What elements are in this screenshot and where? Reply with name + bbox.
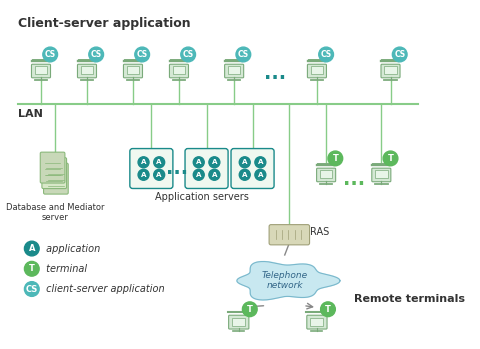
FancyBboxPatch shape: [269, 225, 310, 245]
Circle shape: [154, 157, 165, 168]
Circle shape: [239, 157, 250, 168]
FancyBboxPatch shape: [130, 149, 173, 188]
Text: CS: CS: [45, 50, 56, 59]
Text: A: A: [212, 172, 217, 178]
Text: T: T: [387, 154, 394, 163]
FancyBboxPatch shape: [169, 64, 189, 78]
Text: Application servers: Application servers: [155, 192, 249, 201]
FancyBboxPatch shape: [311, 318, 324, 326]
Text: A: A: [212, 159, 217, 165]
Circle shape: [239, 169, 250, 180]
Circle shape: [328, 151, 343, 166]
FancyBboxPatch shape: [77, 64, 96, 78]
Circle shape: [154, 169, 165, 180]
Text: T: T: [247, 305, 253, 314]
Text: T: T: [325, 305, 331, 314]
Text: A: A: [242, 159, 248, 165]
Circle shape: [392, 47, 407, 62]
Circle shape: [209, 157, 220, 168]
Text: T: T: [332, 154, 338, 163]
FancyBboxPatch shape: [317, 168, 336, 182]
Circle shape: [193, 157, 204, 168]
FancyBboxPatch shape: [307, 315, 327, 329]
FancyBboxPatch shape: [225, 64, 244, 78]
Text: A: A: [258, 172, 263, 178]
Text: Telephone
network: Telephone network: [262, 271, 308, 290]
Text: T: T: [29, 264, 35, 273]
Text: client-server application: client-server application: [43, 284, 165, 294]
Text: CS: CS: [321, 50, 332, 59]
FancyBboxPatch shape: [40, 152, 65, 183]
Text: terminal: terminal: [43, 264, 87, 274]
Circle shape: [209, 169, 220, 180]
FancyBboxPatch shape: [311, 66, 323, 74]
FancyBboxPatch shape: [232, 318, 245, 326]
FancyBboxPatch shape: [173, 66, 185, 74]
FancyBboxPatch shape: [307, 64, 326, 78]
Text: CS: CS: [91, 50, 102, 59]
Circle shape: [242, 302, 257, 317]
Text: A: A: [196, 172, 202, 178]
FancyBboxPatch shape: [381, 64, 400, 78]
FancyBboxPatch shape: [35, 66, 47, 74]
Circle shape: [383, 151, 398, 166]
Text: A: A: [196, 159, 202, 165]
Circle shape: [24, 282, 39, 296]
FancyBboxPatch shape: [185, 149, 228, 188]
Circle shape: [255, 169, 266, 180]
Text: application: application: [43, 244, 100, 253]
FancyBboxPatch shape: [44, 163, 68, 194]
Circle shape: [135, 47, 150, 62]
Circle shape: [89, 47, 104, 62]
FancyBboxPatch shape: [228, 315, 249, 329]
Text: LAN: LAN: [18, 109, 43, 119]
Text: CS: CS: [137, 50, 148, 59]
FancyBboxPatch shape: [123, 64, 143, 78]
FancyBboxPatch shape: [320, 170, 332, 178]
FancyBboxPatch shape: [384, 66, 397, 74]
Circle shape: [321, 302, 336, 317]
Text: CS: CS: [25, 284, 38, 294]
Circle shape: [43, 47, 58, 62]
Text: A: A: [156, 172, 162, 178]
Circle shape: [24, 241, 39, 256]
FancyBboxPatch shape: [372, 168, 391, 182]
Text: CS: CS: [238, 50, 249, 59]
Text: ...: ...: [166, 159, 188, 178]
Circle shape: [24, 261, 39, 276]
Circle shape: [181, 47, 195, 62]
Polygon shape: [237, 261, 340, 300]
Text: RAS: RAS: [310, 227, 329, 237]
Text: Database and Mediator
server: Database and Mediator server: [6, 202, 104, 222]
Text: ...: ...: [343, 170, 365, 189]
Text: CS: CS: [182, 50, 194, 59]
Text: A: A: [156, 159, 162, 165]
Circle shape: [236, 47, 251, 62]
FancyBboxPatch shape: [42, 158, 67, 188]
FancyBboxPatch shape: [32, 64, 50, 78]
Text: ...: ...: [264, 64, 287, 83]
Circle shape: [138, 157, 149, 168]
Text: A: A: [242, 172, 248, 178]
Circle shape: [138, 169, 149, 180]
Circle shape: [193, 169, 204, 180]
Text: A: A: [141, 172, 146, 178]
FancyBboxPatch shape: [127, 66, 139, 74]
FancyBboxPatch shape: [81, 66, 93, 74]
Text: Client-server application: Client-server application: [18, 17, 191, 30]
FancyBboxPatch shape: [231, 149, 274, 188]
Circle shape: [255, 157, 266, 168]
FancyBboxPatch shape: [375, 170, 387, 178]
FancyBboxPatch shape: [228, 66, 240, 74]
Text: A: A: [141, 159, 146, 165]
Circle shape: [319, 47, 334, 62]
Text: A: A: [258, 159, 263, 165]
Text: Remote terminals: Remote terminals: [354, 294, 465, 304]
Text: CS: CS: [394, 50, 405, 59]
Text: A: A: [28, 244, 35, 253]
